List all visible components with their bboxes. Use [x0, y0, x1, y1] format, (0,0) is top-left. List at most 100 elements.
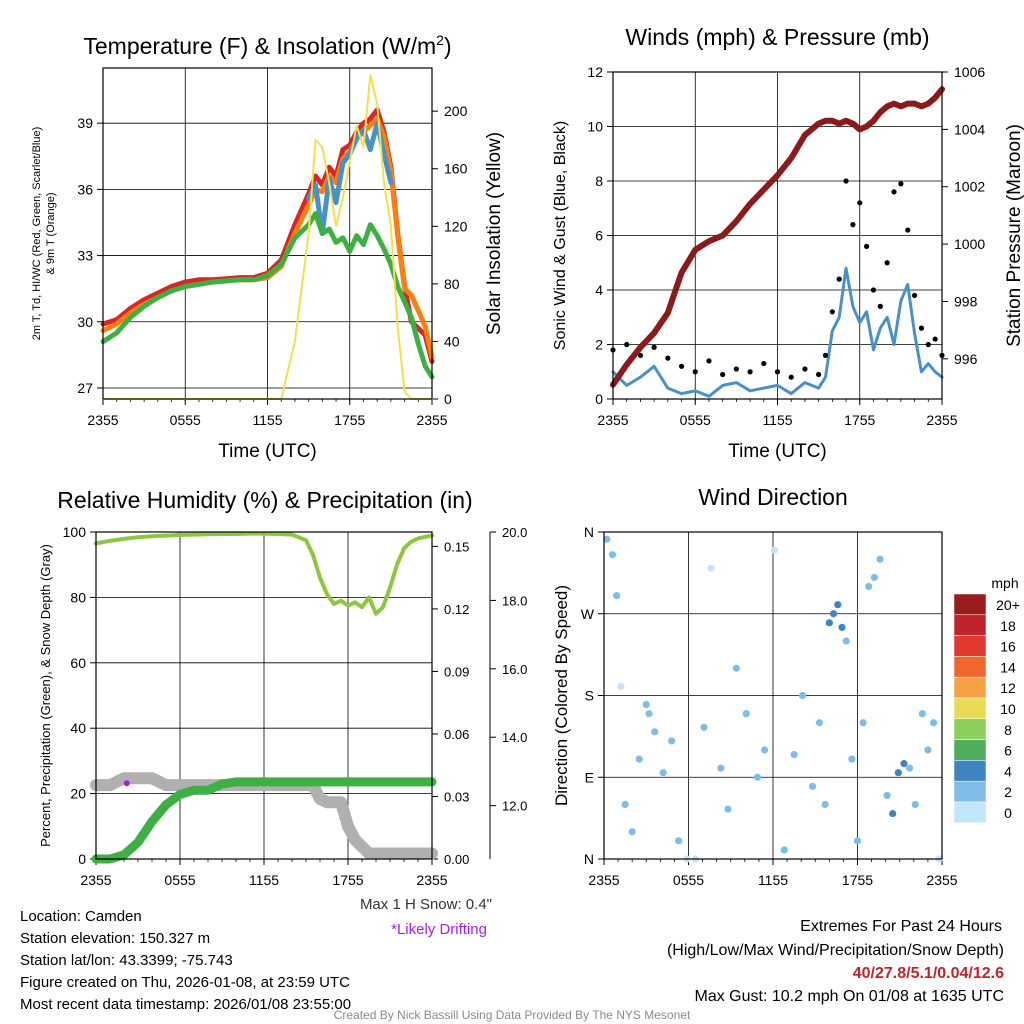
colorbar-swatch [953, 676, 987, 699]
panel-4-direction-point [700, 723, 708, 731]
panel-4-direction-point [760, 746, 769, 754]
panel-3-ytick-label: 80 [70, 589, 86, 605]
latlon-text: Station lat/lon: 43.3399; -75.743 [20, 952, 233, 969]
panel-2-gust-point [733, 366, 739, 372]
panel-2-ytick-label: 0 [595, 391, 603, 407]
colorbar-swatch [953, 801, 987, 824]
panel-1-right-axis-label: 0 [444, 391, 452, 407]
extremes-values-text: 40/27.8/5.1/0.04/12.6 [852, 965, 1004, 982]
panel-2-right-axis-label: 996 [954, 351, 978, 367]
panel-2-right-axis-label: 1002 [954, 179, 985, 195]
panel-2-gust-point [932, 336, 938, 342]
drifting-note: *Likely Drifting [391, 921, 487, 938]
panel-2-gust-point [918, 325, 925, 331]
info-block: Location: Camden Station elevation: 150.… [20, 906, 351, 1016]
panel-2-gust-point [925, 341, 931, 348]
panel-3-ytick-label: 100 [63, 524, 87, 540]
panel-4-direction-point [732, 664, 740, 672]
colorbar-swatch [953, 656, 987, 678]
panel-4-xtick-label: 1755 [842, 872, 873, 888]
panel-4-direction-point [825, 619, 833, 627]
panel-1-frame [102, 67, 433, 400]
panel-2-gust-point [877, 303, 883, 309]
panel-4-direction-point [900, 760, 908, 768]
panel-2-gust-point [802, 366, 808, 372]
colorbar-label: 10 [1000, 701, 1016, 717]
max-snow-note: Max 1 H Snow: 0.4" [359, 896, 492, 913]
panel-3-precip-label: 0.12 [444, 602, 469, 617]
panel-1-ylabel-right: Solar Insolation (Yellow) [484, 132, 505, 335]
panel-4-xtick-label: 2355 [926, 872, 957, 888]
panel-2-xlabel: Time (UTC) [728, 441, 827, 462]
panel-4-direction-point [642, 700, 650, 709]
panel-4-direction-point [621, 800, 629, 809]
panel-1-title-sup: 2 [436, 32, 444, 48]
panel-2-right-axis-label: 1000 [954, 236, 985, 252]
panel-1-xtick-label: 2355 [416, 412, 447, 428]
panel-2-ylabel: Sonic Wind & Gust (Blue, Black) [552, 121, 569, 350]
colorbar-label: 16 [1000, 639, 1016, 655]
elevation-text: Station elevation: 150.327 m [20, 930, 211, 947]
panel-3-precip-label: 0.06 [444, 727, 469, 742]
panel-4-direction-point [603, 535, 611, 543]
panel-3-xtick-label: 1755 [332, 872, 363, 888]
panel-3-precip-label: 0.15 [444, 539, 469, 554]
panel-4-frame [603, 531, 943, 860]
panel-1-xtick-label: 1755 [334, 412, 365, 428]
panel-4-direction-point [628, 828, 636, 836]
panel-4-ytick-label: E [585, 769, 594, 785]
panel-4-direction-point [876, 555, 884, 563]
panel-2-gust-point [870, 287, 877, 293]
panel-2-gust-point [816, 371, 822, 378]
panel-2-gust-point [843, 178, 849, 184]
panel-4-direction-point [659, 769, 667, 777]
panel-4-direction-point [918, 710, 926, 718]
colorbar-swatch [953, 780, 987, 803]
panel-4-ytick-label: N [584, 851, 594, 867]
colorbar-swatch [953, 635, 987, 657]
panel-1-right-axis-label: 200 [444, 103, 468, 119]
panel-1-xtick-label: 2355 [87, 412, 118, 428]
panel-2-xtick-label: 0555 [680, 412, 711, 428]
panel-2-right-axis-label: 998 [954, 293, 978, 309]
colorbar-label: 14 [1000, 659, 1016, 675]
colorbar-label: 4 [1004, 763, 1012, 779]
panel-4-direction-point [808, 782, 817, 790]
panel-1-right-axis-label: 120 [444, 218, 468, 234]
panel-3-xtick-label: 0555 [164, 872, 195, 888]
panel-1-right-axis-label: 40 [444, 333, 460, 349]
panel-4-title: Wind Direction [698, 484, 848, 510]
panel-4-direction-point [842, 637, 850, 645]
panel-1-ylabel-line2: & 9m T (Orange) [45, 192, 57, 274]
panel-4-direction-point [911, 800, 919, 809]
panel-4-direction-point [870, 573, 879, 582]
panel-4-ytick-label: S [585, 688, 594, 704]
panel-1-title-main: Temperature (F) & Insolation (W/m [83, 33, 436, 59]
colorbar-swatch [953, 739, 987, 761]
panel-2-ylabel-right: Station Pressure (Maroon) [1004, 124, 1024, 347]
panel-4-xtick-label: 0555 [673, 872, 704, 888]
panel-2-gust-point [665, 355, 671, 361]
colorbar-label: 20+ [996, 597, 1020, 613]
panel-1-title-end: ) [444, 33, 452, 59]
colorbar-swatch [953, 760, 987, 782]
panel-3-xtick-label: 2355 [80, 872, 111, 888]
panel-1-title: Temperature (F) & Insolation (W/m2) [83, 32, 451, 59]
panel-4-direction-point [613, 591, 621, 600]
panel-4-direction-point [675, 837, 683, 845]
panel-1-ytick-label: 30 [77, 314, 93, 330]
panel-3-frame [95, 531, 433, 860]
panel-1-ytick-label: 27 [77, 380, 93, 396]
panel-2-gust-point [905, 227, 911, 233]
panel-2-gust-point [891, 189, 897, 195]
panel-4-direction-point [770, 546, 779, 554]
panel-4-direction-point [717, 764, 725, 772]
panel-4-direction-point [815, 719, 824, 727]
panel-2-ytick-label: 2 [595, 337, 603, 353]
panel-3-snow-label: 20.0 [502, 525, 527, 540]
panel-4-direction-point [906, 764, 914, 772]
created-text: Figure created on Thu, 2026-01-08, at 23… [20, 974, 350, 991]
panel-2-gust-point [788, 374, 794, 380]
colorbar-swatch [953, 593, 987, 616]
